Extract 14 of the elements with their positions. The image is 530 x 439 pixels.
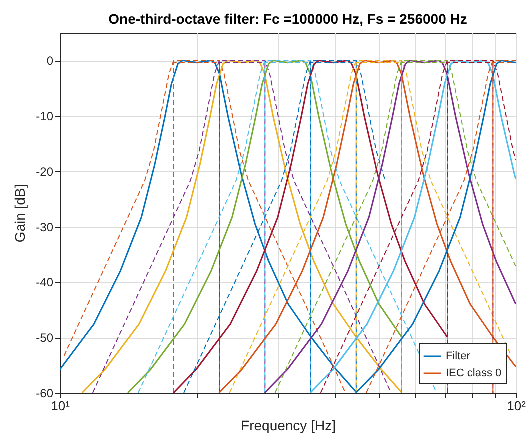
x-tick-label: 10¹ [51,398,71,414]
x-axis-title: Frequency [Hz] [241,418,336,434]
y-axis-title: Gain [dB] [12,184,28,243]
legend-label: Filter [446,350,471,362]
y-tick-label: -40 [36,276,54,290]
x-tick-label: 10² [507,398,527,414]
y-tick-label: -30 [36,220,54,234]
y-tick-label: -50 [36,331,54,346]
y-tick-label: -60 [36,386,54,400]
y-tick-label: -20 [36,164,54,179]
chart-title: One-third-octave filter: Fc =100000 Hz, Fs = 256000 Hz [108,11,468,27]
y-tick-label: -10 [36,110,54,124]
y-tick-label: 0 [46,54,54,68]
legend-label: IEC class 0 [446,368,502,380]
